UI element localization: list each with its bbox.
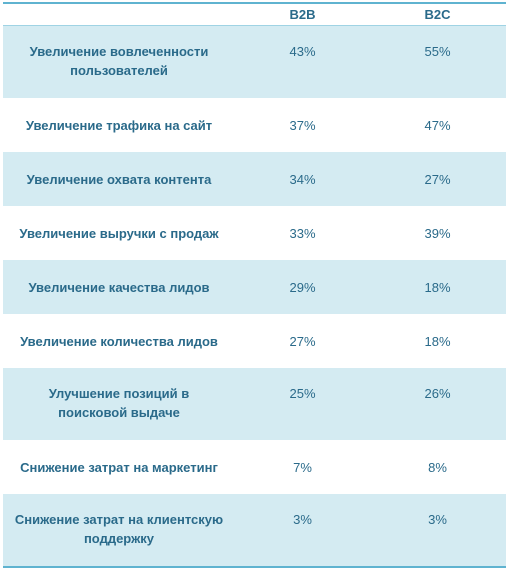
- row-label: Увеличение качества лидов: [28, 280, 210, 295]
- row-b2c-value: 8%: [428, 460, 447, 475]
- row-label: Увеличение трафика на сайт: [25, 118, 213, 133]
- table-row: Увеличение вовлеченности пользователей 4…: [3, 26, 506, 98]
- row-label: Снижение затрат на клиентскую поддержку: [14, 512, 224, 546]
- row-b2c-value: 27%: [424, 172, 451, 187]
- row-b2b-value: 3%: [293, 512, 312, 527]
- table-row: Увеличение охвата контента 34% 27%: [3, 152, 506, 206]
- table-row: Увеличение выручки с продаж 33% 39%: [3, 206, 506, 260]
- row-label: Увеличение охвата контента: [26, 172, 212, 187]
- row-label: Снижение затрат на маркетинг: [20, 460, 218, 475]
- row-b2b-value: 37%: [289, 118, 316, 133]
- table-row: Увеличение качества лидов 29% 18%: [3, 260, 506, 314]
- row-b2c-value: 18%: [424, 334, 451, 349]
- row-b2c-value: 18%: [424, 280, 451, 295]
- row-b2c-value: 39%: [424, 226, 451, 241]
- table-row: Улучшение позиций в поисковой выдаче 25%…: [3, 368, 506, 440]
- row-label: Увеличение вовлеченности пользователей: [29, 44, 209, 78]
- row-label: Увеличение выручки с продаж: [19, 226, 219, 241]
- row-b2b-value: 34%: [289, 172, 316, 187]
- header-b2c: B2C: [424, 7, 451, 22]
- table-row: Снижение затрат на маркетинг 7% 8%: [3, 440, 506, 494]
- row-b2b-value: 33%: [289, 226, 316, 241]
- row-b2c-value: 26%: [424, 386, 451, 401]
- row-b2b-value: 27%: [289, 334, 316, 349]
- row-label: Улучшение позиций в поисковой выдаче: [48, 386, 190, 420]
- comparison-table: B2B B2C Увеличение вовлеченности пользов…: [3, 2, 506, 568]
- row-label: Увеличение количества лидов: [20, 334, 218, 349]
- row-b2b-value: 43%: [289, 44, 316, 59]
- table-row: Снижение затрат на клиентскую поддержку …: [3, 494, 506, 566]
- row-b2b-value: 29%: [289, 280, 316, 295]
- row-b2c-value: 47%: [424, 118, 451, 133]
- header-b2b: B2B: [289, 7, 316, 22]
- row-b2c-value: 55%: [424, 44, 451, 59]
- row-b2b-value: 25%: [289, 386, 316, 401]
- row-b2c-value: 3%: [428, 512, 447, 527]
- table-row: Увеличение количества лидов 27% 18%: [3, 314, 506, 368]
- table-header: B2B B2C: [3, 2, 506, 26]
- table-row: Увеличение трафика на сайт 37% 47%: [3, 98, 506, 152]
- row-b2b-value: 7%: [293, 460, 312, 475]
- header-empty-cell: [3, 4, 235, 25]
